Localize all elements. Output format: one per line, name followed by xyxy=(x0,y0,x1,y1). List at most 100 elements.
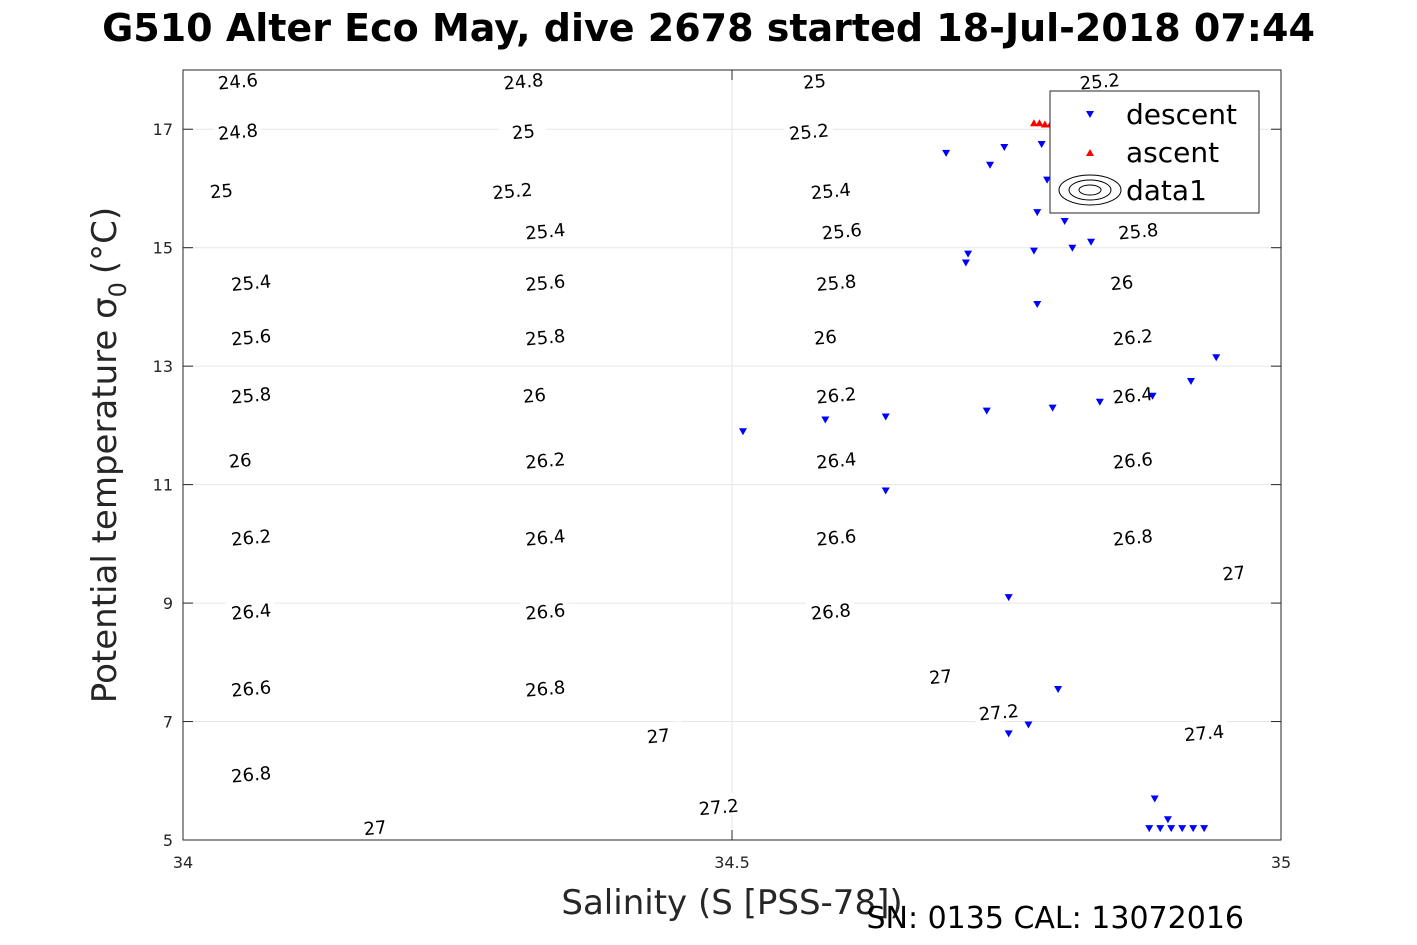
contour-label-group: 26.4 xyxy=(1107,380,1158,409)
contour-label-group: 26.2 xyxy=(1107,322,1158,350)
contour-label-group: 25.6 xyxy=(226,322,276,351)
descent-point xyxy=(1060,218,1069,226)
contour-label-group: 26.4 xyxy=(520,522,571,551)
legend-box xyxy=(1049,90,1260,214)
descent-point xyxy=(964,250,973,258)
contour-label-bg xyxy=(805,596,856,624)
contour-label-group: 27.2 xyxy=(693,792,744,821)
descent-point xyxy=(1178,825,1187,833)
axis-ticks: 34 34.5 35 5 7 9 11 13 15 17 xyxy=(153,70,1291,872)
descent-point xyxy=(1189,825,1198,833)
y-tick-label: 15 xyxy=(153,239,173,258)
y-axis-label: Potential temperature σ0 (°C) xyxy=(85,207,132,703)
legend-descent-label: descent xyxy=(1126,98,1237,131)
contour-label-bg xyxy=(693,792,744,819)
contour-label-group: 27.4 xyxy=(1179,718,1229,746)
descent-point xyxy=(881,487,890,495)
y-tick-label: 7 xyxy=(163,713,173,732)
ascent-point xyxy=(1040,120,1049,128)
contour-label-group: 26.4 xyxy=(226,596,276,625)
contour-label: 27.4 xyxy=(1183,722,1225,747)
descent-point xyxy=(1024,721,1033,729)
contour-label-bg xyxy=(915,661,966,689)
contour-label: 25.6 xyxy=(230,326,272,351)
contour-label: 27.2 xyxy=(698,796,740,821)
contour-label: 26.4 xyxy=(1112,384,1154,409)
contour-label-bg xyxy=(633,721,684,748)
contour-label: 25 xyxy=(511,121,536,144)
descent-point xyxy=(1037,141,1046,149)
legend-contour-icon xyxy=(1058,174,1122,206)
contour-label-group: 26.6 xyxy=(1107,445,1158,474)
contour-label: 26.8 xyxy=(230,763,272,788)
contour-label-group: 26 xyxy=(800,322,851,350)
contour-label-group: 25.4 xyxy=(520,216,571,245)
contour-labels: 24.6 24.8 25 25.2 24.8 25 25.2 25 25.2 25.4 25.4 25… xyxy=(196,66,1259,840)
contour-label: 26.6 xyxy=(524,600,566,625)
contour-label-group: 26.2 xyxy=(520,445,571,474)
contour-label-bg xyxy=(800,322,851,349)
contour-label: 25.8 xyxy=(230,384,272,409)
contour-label-group: 25.8 xyxy=(811,268,862,296)
descent-point xyxy=(942,149,951,157)
contour-label: 25 xyxy=(802,71,827,94)
contour-label-group: 25.4 xyxy=(226,268,276,296)
ascent-point xyxy=(1029,119,1038,127)
contour-label-bg xyxy=(520,596,571,624)
descent-point xyxy=(1068,244,1077,252)
contour-label-group: 26.8 xyxy=(1107,522,1158,551)
contour-label-bg xyxy=(350,813,400,840)
contour-label: 25.4 xyxy=(810,180,852,205)
y-axis-label-unit: (°C) xyxy=(85,207,125,274)
contour-label-bg xyxy=(215,445,265,473)
contour-label: 26.4 xyxy=(524,526,566,551)
y-tick-label: 17 xyxy=(153,120,173,139)
contour-label-group: 25 xyxy=(498,117,549,144)
x-axis-label: Salinity (S [PSS-78]) xyxy=(561,883,902,923)
contour-label: 25.4 xyxy=(524,220,566,245)
descent-point xyxy=(1000,144,1009,151)
contour-label-group: 26 xyxy=(215,445,265,473)
contour-label: 25 xyxy=(209,180,234,203)
contour-label: 27 xyxy=(363,817,388,840)
contour-label-bg xyxy=(520,268,571,295)
contour-label-bg xyxy=(212,66,263,93)
contour-label-group: 25.8 xyxy=(520,322,571,350)
x-tick-label: 34 xyxy=(173,853,193,872)
contour-label: 26.4 xyxy=(230,600,272,625)
contour-label-bg xyxy=(1208,558,1259,585)
contour-label: 27 xyxy=(928,666,953,689)
descent-point xyxy=(1087,238,1096,246)
y-axis-label-subscript: 0 xyxy=(104,282,132,297)
contour-label-group: 27 xyxy=(633,721,684,748)
descent-point xyxy=(1212,354,1221,362)
contour-label-group: 24.8 xyxy=(498,66,549,95)
contour-label-bg xyxy=(520,673,571,701)
contour-label-bg xyxy=(789,66,840,93)
contour-label-group: 25.6 xyxy=(816,216,867,244)
contour-label: 26.6 xyxy=(1112,449,1154,474)
contour-label-group: 25.6 xyxy=(520,268,571,296)
contour-label-group: 27.2 xyxy=(973,697,1024,725)
data-points xyxy=(738,119,1221,833)
contour-label-group: 27 xyxy=(1208,558,1259,585)
descent-point xyxy=(1004,594,1013,602)
contour-label-bg xyxy=(226,268,276,295)
descent-point xyxy=(1029,247,1038,255)
contour-label-group: 25 xyxy=(789,66,840,94)
contour-label-group: 25.2 xyxy=(783,117,834,145)
contour-label-bg xyxy=(520,322,571,349)
descent-point xyxy=(1163,816,1172,824)
contour-label-bg xyxy=(1179,718,1229,745)
contour-label: 27 xyxy=(646,725,671,748)
contour-label-bg xyxy=(226,596,276,624)
contour-label: 26.8 xyxy=(524,677,566,702)
descent-point xyxy=(738,428,747,436)
contour-label-group: 26.8 xyxy=(520,673,571,702)
contour-label-group: 27 xyxy=(915,661,966,689)
contour-label-bg xyxy=(811,268,862,295)
descent-point xyxy=(1150,795,1159,803)
contour-label-group: 26.6 xyxy=(811,522,862,551)
contour-label-bg xyxy=(520,445,571,473)
